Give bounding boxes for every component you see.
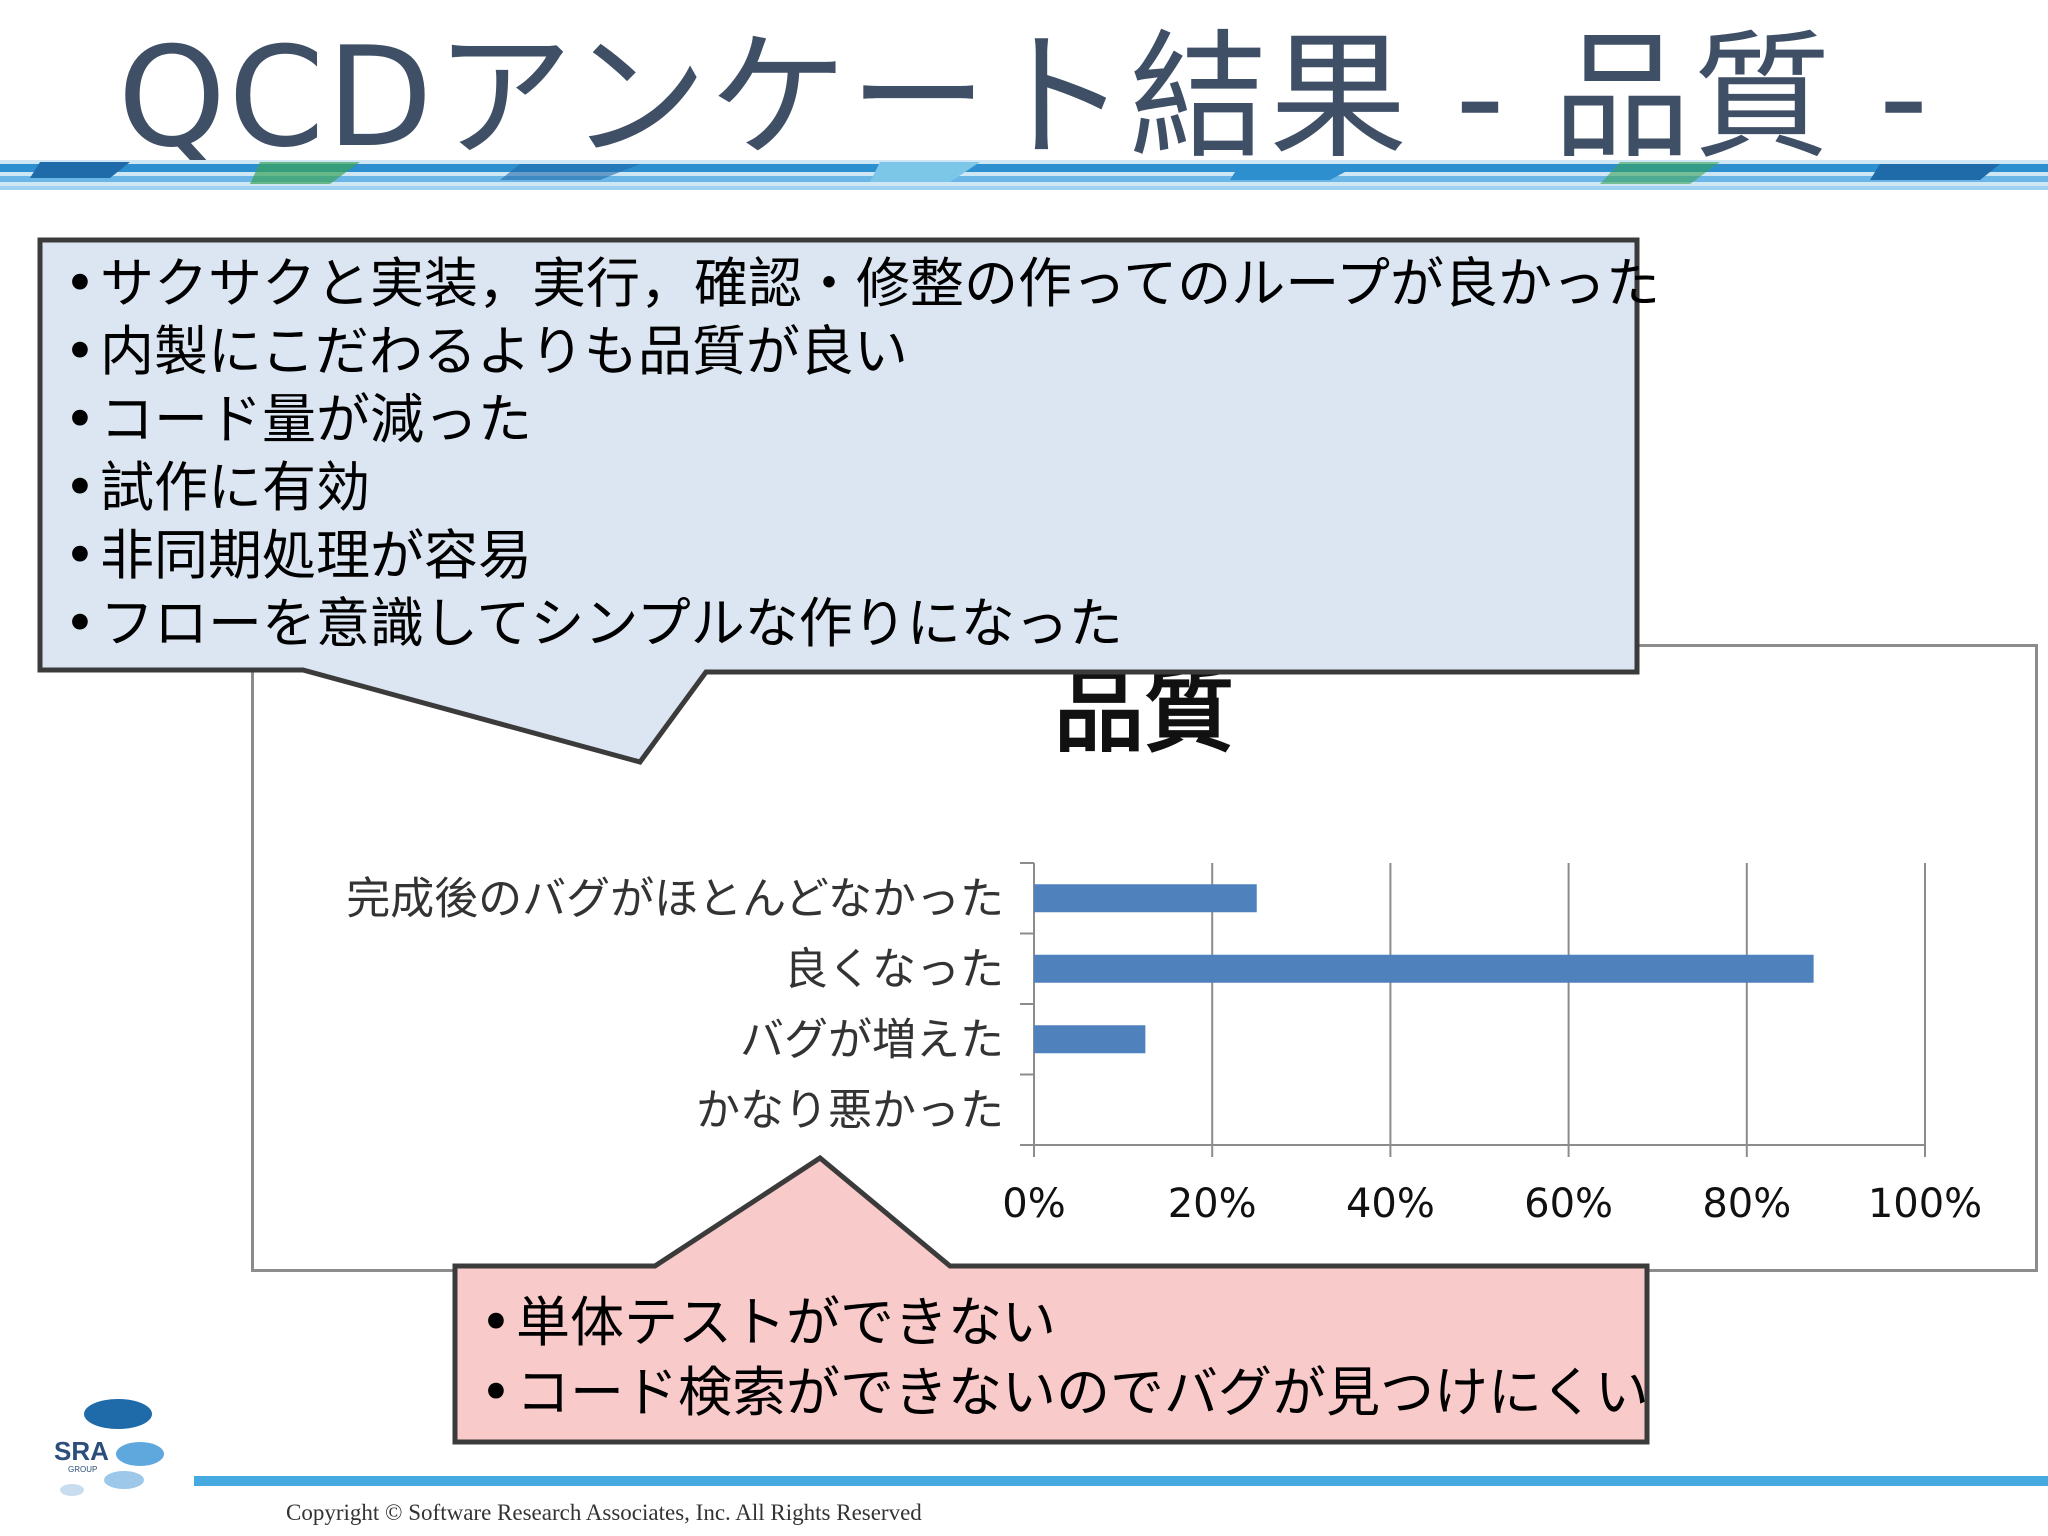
slide-title: QCDアンケート結果 - 品質 -: [117, 17, 1931, 178]
x-tick-label: 20%: [1168, 1181, 1257, 1227]
list-item: 単体テストができない: [476, 1288, 1649, 1358]
logo-text: SRA: [54, 1436, 109, 1466]
list-item: コード量が減った: [60, 386, 1660, 454]
title-decoration-bar: [0, 160, 2048, 190]
footer-accent-line: [194, 1476, 2048, 1486]
x-tick-label: 60%: [1524, 1181, 1613, 1227]
company-logo: SRA GROUP: [54, 1399, 164, 1496]
x-tick-label: 0%: [1002, 1181, 1065, 1227]
list-item: フローを意識してシンプルな作りになった: [60, 590, 1660, 658]
bar: [1034, 884, 1257, 913]
bar: [1034, 954, 1814, 983]
bar: [1034, 1025, 1146, 1054]
list-item: 非同期処理が容易: [60, 522, 1660, 590]
list-item: 試作に有効: [60, 454, 1660, 522]
category-label: かなり悪かった: [696, 1085, 1004, 1136]
category-label: バグが増えた: [740, 1014, 1004, 1065]
list-item: 内製にこだわるよりも品質が良い: [60, 318, 1660, 386]
x-tick-label: 100%: [1868, 1181, 1982, 1227]
category-label: 完成後のバグがほとんどなかった: [346, 873, 1004, 924]
positive-comment-list: サクサクと実装，実行，確認・修整の作ってのループが良かった 内製にこだわるよりも…: [60, 250, 1660, 658]
copyright-notice: Copyright © Software Research Associates…: [286, 1500, 922, 1525]
list-item: サクサクと実装，実行，確認・修整の作ってのループが良かった: [60, 250, 1660, 318]
logo-subtext: GROUP: [68, 1465, 97, 1474]
category-label: 良くなった: [784, 944, 1004, 995]
negative-comment-list: 単体テストができない コード検索ができないのでバグが見つけにくい: [476, 1288, 1649, 1428]
x-tick-label: 80%: [1702, 1181, 1791, 1227]
chart-title: 品質: [1054, 660, 1234, 765]
x-tick-label: 40%: [1346, 1181, 1435, 1227]
list-item: コード検索ができないのでバグが見つけにくい: [476, 1358, 1649, 1428]
quality-bar-chart: 品質 0% 20% 40% 60% 80% 100% 完成後のバグがほとんどなかった良くなった…: [346, 660, 1982, 1227]
